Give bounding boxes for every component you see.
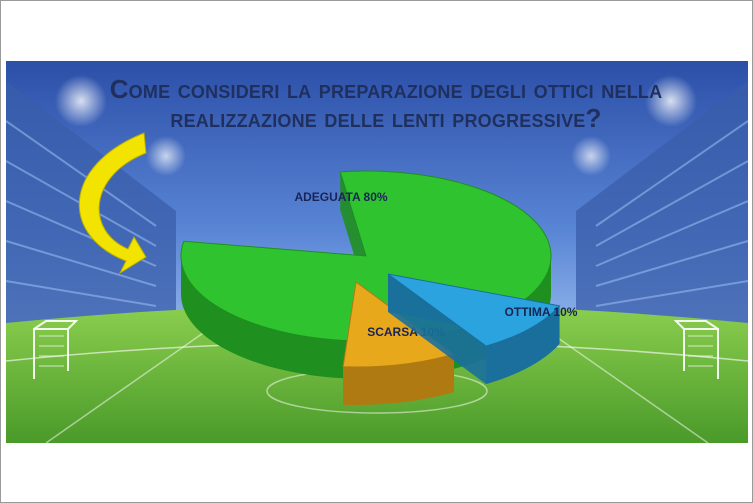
goal-right-icon — [673, 320, 719, 379]
pie-slice-top — [387, 273, 561, 347]
slice-label-ottima: OTTIMA 10% — [505, 305, 578, 319]
pie-slice-ottima: OTTIMA 10% — [387, 273, 578, 385]
pie-slice-wall — [388, 274, 487, 385]
pie-chart: ADEGUATA 80%SCARSA 10%OTTIMA 10% — [79, 132, 578, 405]
curved-arrow-icon — [79, 132, 147, 275]
slice-label-adeguata: ADEGUATA 80% — [294, 190, 387, 204]
chart-title: Come consideri la preparazione degli ott… — [109, 74, 663, 133]
goal-left-icon — [33, 320, 79, 379]
slide: Come consideri la preparazione degli ott… — [6, 61, 748, 443]
